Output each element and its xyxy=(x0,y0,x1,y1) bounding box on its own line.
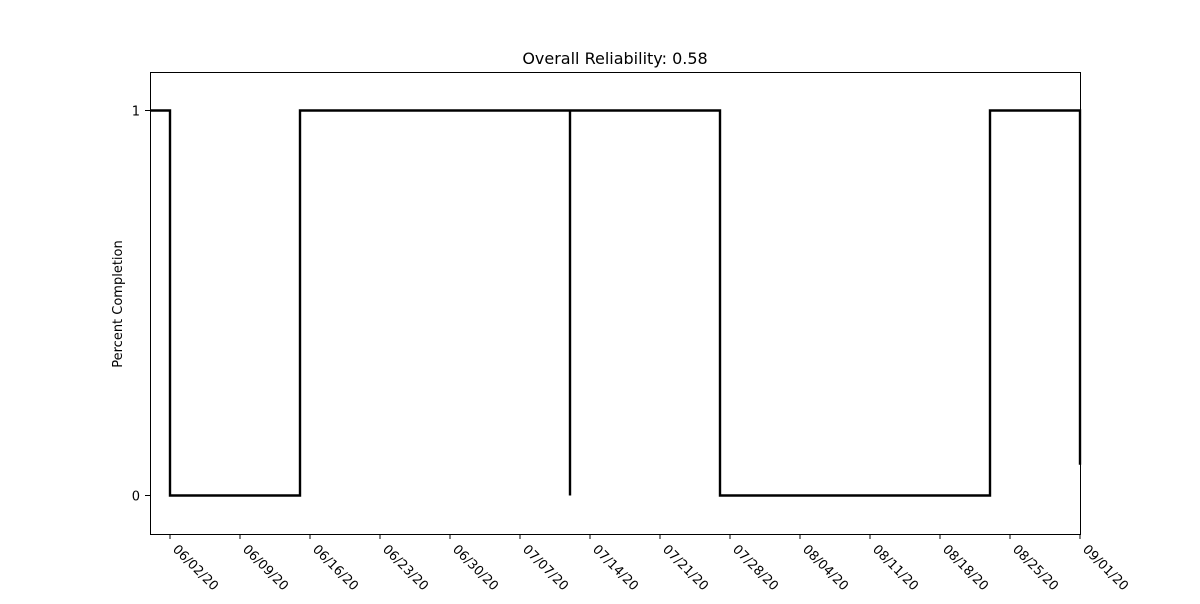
x-tick-label: 07/28/20 xyxy=(729,542,781,594)
chart-title: Overall Reliability: 0.58 xyxy=(522,49,707,68)
x-tick-label: 08/25/20 xyxy=(1009,542,1061,594)
x-tick-label: 07/14/20 xyxy=(589,542,641,594)
x-tick-label: 08/04/20 xyxy=(799,542,851,594)
x-tick-label: 06/30/20 xyxy=(449,542,501,594)
x-tick-label: 07/07/20 xyxy=(519,542,571,594)
x-tick-label: 07/21/20 xyxy=(659,542,711,594)
series-line-1 xyxy=(150,109,1082,497)
y-tick-label: 1 xyxy=(132,105,140,120)
plot-area xyxy=(150,109,1082,497)
y-axis-label: Percent Completion xyxy=(111,240,126,368)
x-tick-label: 06/16/20 xyxy=(309,542,361,594)
x-tick-label: 06/23/20 xyxy=(379,542,431,594)
x-tick-label: 08/11/20 xyxy=(869,542,921,594)
axes-frame xyxy=(150,72,1081,535)
x-tick-label: 09/01/20 xyxy=(1079,542,1131,594)
axis-ticks: 06/02/20 06/09/20 06/16/20 06/23/20 06/30/20… xyxy=(132,105,1131,595)
x-tick-label: 08/18/20 xyxy=(939,542,991,594)
x-tick-label: 06/02/20 xyxy=(169,542,221,594)
y-tick-label: 0 xyxy=(132,490,140,505)
x-tick-label: 06/09/20 xyxy=(239,542,291,594)
